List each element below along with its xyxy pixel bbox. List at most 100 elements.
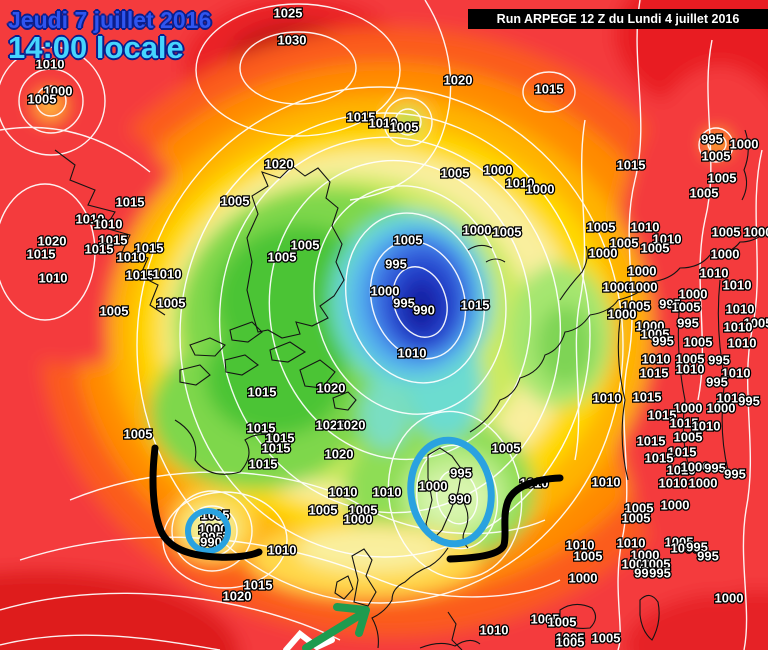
isobar-label: 1015 [617, 158, 646, 173]
isobar-label: 1010 [566, 538, 595, 553]
green-arrow-head [333, 603, 370, 637]
isobar-label: 1010 [642, 352, 671, 367]
isobar-label: 1010 [653, 232, 682, 247]
isobar-label: 1015 [99, 233, 128, 248]
isobar-label: 1010 [617, 536, 646, 551]
isobar-label: 1005 [702, 149, 731, 164]
isobar-label: 1010 [692, 419, 721, 434]
isobar-label: 1000 [419, 479, 448, 494]
white-arrow-mark [283, 629, 335, 650]
isobar-label: 995 [704, 461, 726, 476]
isobar-label: 1005 [708, 171, 737, 186]
isobar-label: 995 [706, 375, 728, 390]
isobar-label: 1005 [100, 304, 129, 319]
isobar-label: 1000 [628, 264, 657, 279]
isobar-label: 1025 [316, 418, 345, 433]
isobar-label: 1015 [461, 298, 490, 313]
isobar-label: 1005 [641, 241, 670, 256]
isobar-label: 1005 [674, 430, 703, 445]
isobar-label: 1010 [726, 302, 755, 317]
isobar-label: 995 [393, 296, 415, 311]
time-text: 14:00 locale [8, 30, 184, 65]
isobar-label: 1010 [117, 250, 146, 265]
isobar-label: 1000 [44, 84, 73, 99]
isobar-label: 995 [697, 549, 719, 564]
isobar-label: 1010 [700, 266, 729, 281]
isobar-label: 1005 [574, 549, 603, 564]
isobar-label: 1020 [444, 73, 473, 88]
isobar-label: 1015 [244, 578, 273, 593]
isobar-label: 1005 [665, 535, 694, 550]
isobar-label: 995 [450, 466, 472, 481]
isobar-label: 1005 [493, 225, 522, 240]
isobar-label: 1015 [85, 242, 114, 257]
isobar-label: 1015 [266, 431, 295, 446]
isobar-label: 1000 [484, 163, 513, 178]
isobar-label: 1000 [463, 223, 492, 238]
isobar-label: 1010 [398, 346, 427, 361]
isobar-label: 1010 [728, 336, 757, 351]
isobar-label: 1000 [526, 182, 555, 197]
isobar-label: 1020 [265, 157, 294, 172]
isobar-label: 1020 [325, 447, 354, 462]
isobar-label: 1000 [199, 522, 228, 537]
isobar-label: 995 [659, 297, 681, 312]
isobar-label: 1010 [39, 271, 68, 286]
isobar-label: 1005 [672, 300, 701, 315]
isobar-label: 1010 [480, 623, 509, 638]
isobar-label: 1000 [569, 571, 598, 586]
isobar-label: 990 [449, 492, 471, 507]
isobar-label: 1005 [556, 631, 585, 646]
isobar-label: 995 [634, 566, 656, 581]
isobar-label: 995 [652, 334, 674, 349]
isobar-label: 1010 [667, 463, 696, 478]
isobar-label: 1005 [587, 220, 616, 235]
isobar-label: 1005 [390, 120, 419, 135]
isobar-label: 1000 [679, 287, 708, 302]
isobar-label: 1000 [681, 460, 710, 475]
isobar-label: 1000 [603, 280, 632, 295]
isobar-label: 1010 [723, 278, 752, 293]
isobar-label: 1005 [642, 557, 671, 572]
isobar-label: 1010 [94, 217, 123, 232]
isobar-label: 1010 [36, 57, 65, 72]
isobar-label: 995 [201, 530, 223, 545]
isobar-label: 1000 [622, 557, 651, 572]
isobar-label: 1005 [349, 503, 378, 518]
blue-circle-highlight [185, 508, 231, 554]
isobar-label: 1015 [247, 421, 276, 436]
isobar-label: 1010 [76, 212, 105, 227]
isobar-label: 1005 [744, 316, 768, 331]
isobar-label: 1005 [531, 612, 560, 627]
isobar-label: 1015 [116, 195, 145, 210]
isobar-label: 1005 [394, 233, 423, 248]
isobar-label: 1030 [278, 33, 307, 48]
isobar-label: 1005 [441, 166, 470, 181]
isobar-label: 1000 [631, 548, 660, 563]
isobar-label: 1005 [309, 503, 338, 518]
isobar-label: 1015 [249, 457, 278, 472]
isobar-label: 1020 [38, 234, 67, 249]
isobar-label: 1010 [659, 476, 688, 491]
blue-ellipse-highlight [407, 436, 495, 548]
isobar-label: 1010 [153, 267, 182, 282]
isobar-label: 1015 [637, 434, 666, 449]
isobar-label: 1005 [28, 92, 57, 107]
hand-annotations [149, 436, 564, 650]
isobar-label: 1005 [221, 194, 250, 209]
isobar-label: 1025 [274, 6, 303, 21]
isobar-label: 1005 [712, 225, 741, 240]
isobar-label: 1010 [593, 391, 622, 406]
isobar-label: 1000 [674, 401, 703, 416]
isobar-label: 1005 [592, 631, 621, 646]
isobar-label: 1000 [707, 401, 736, 416]
isobar-label: 995 [738, 394, 760, 409]
isobar-label: 1015 [135, 241, 164, 256]
isobar-label: 995 [686, 540, 708, 555]
isobar-label: 1015 [670, 416, 699, 431]
isobar-label: 1010 [592, 475, 621, 490]
